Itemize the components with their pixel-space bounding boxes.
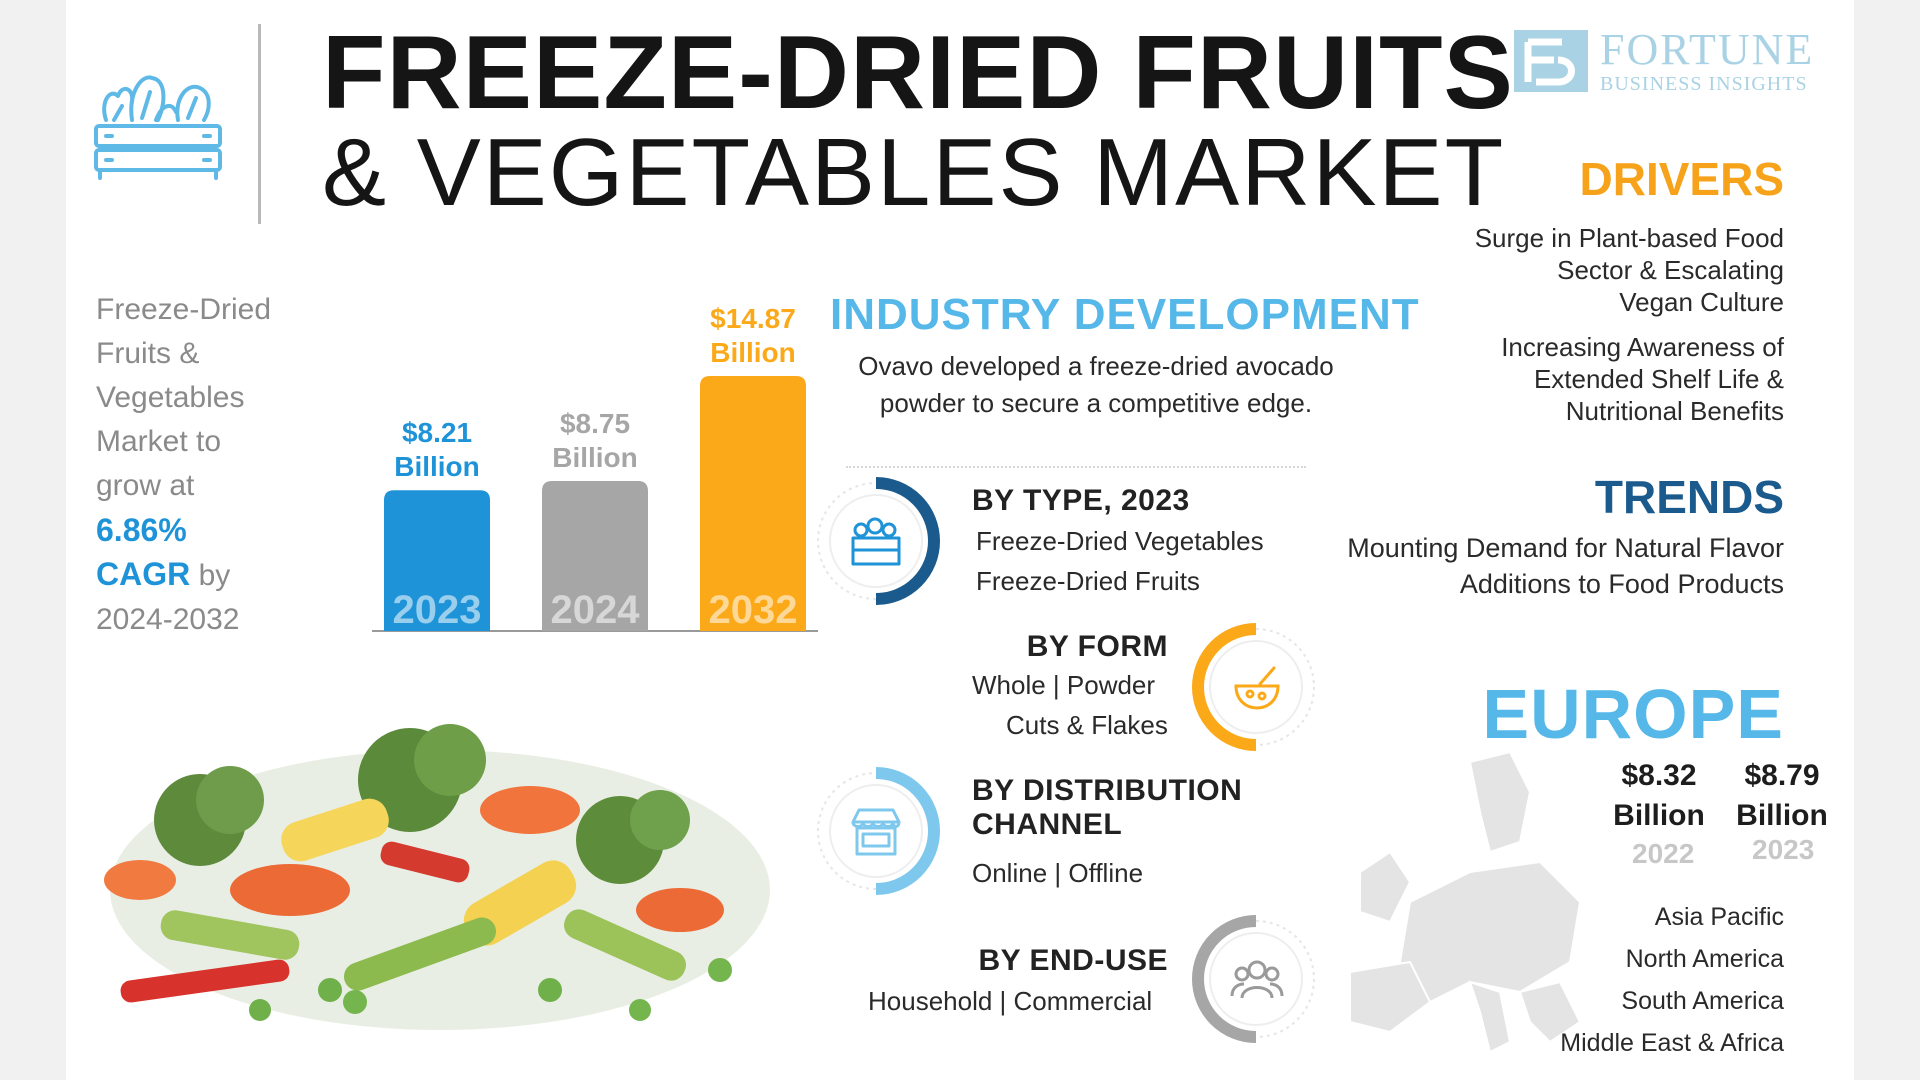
segment-distribution-heading-line: BY DISTRIBUTION [972, 774, 1243, 807]
market-text-line: Vegetables [96, 381, 245, 414]
europe-unit: Billion [1736, 799, 1828, 832]
driver-text-line: Surge in Plant-based Food [1474, 223, 1784, 253]
market-text-line: Market to [96, 425, 222, 458]
bar-value-label: $14.87 [710, 303, 796, 334]
segment-type-item: Freeze-Dried Fruits [976, 566, 1200, 596]
cagr-label: CAGR [96, 556, 191, 592]
bar-2024 [542, 480, 648, 631]
title-line-2: & VEGETABLES MARKET [322, 119, 1506, 226]
cagr-value: 6.86% [96, 512, 187, 548]
segment-ring [817, 767, 940, 895]
region-item: Asia Pacific [1654, 903, 1784, 931]
market-text-line: Freeze-Dried [96, 293, 272, 326]
europe-value-2023: $8.79 Billion [1730, 756, 1834, 836]
europe-value-2022: $8.32 Billion [1599, 756, 1719, 836]
trends-text-line: Additions to Food Products [1459, 569, 1784, 599]
crate-icon [851, 517, 901, 566]
europe-year: 2023 [1752, 834, 1815, 865]
other-regions-list: Asia Pacific North America South America… [1560, 896, 1784, 1064]
europe-map [1349, 752, 1582, 1052]
industry-development-text: Ovavo developed a freeze-dried avocado p… [826, 348, 1366, 422]
users-icon [1230, 960, 1284, 999]
market-text-line: grow at [96, 469, 195, 502]
infographic-canvas: FREEZE-DRIED FRUITS & VEGETABLES MARKET … [66, 0, 1854, 1080]
frozen-vegetables-image [104, 724, 770, 1030]
bar-value-label: $8.21 [402, 417, 472, 448]
europe-amount: $8.32 [1621, 759, 1697, 792]
bar-unit-label: Billion [394, 451, 480, 482]
bar-category-label: 2023 [393, 588, 482, 632]
fbi-logo-mark-icon [1514, 30, 1588, 92]
header-divider [258, 24, 261, 224]
driver-text-line: Vegan Culture [1619, 287, 1784, 317]
bar-unit-label: Billion [710, 337, 796, 368]
segment-type-item: Freeze-Dried Vegetables [976, 526, 1264, 556]
market-growth-text: Freeze-Dried Fruits & Vegetables Market … [96, 288, 286, 642]
region-item: South America [1621, 987, 1784, 1015]
market-text-line: Fruits & [96, 337, 200, 370]
segment-form-item: Cuts & Flakes [1006, 710, 1168, 740]
europe-heading: EUROPE [1482, 675, 1784, 753]
bar-category-label: 2032 [709, 588, 798, 632]
bar-2032 [700, 376, 806, 631]
segment-distribution-heading-line: CHANNEL [972, 808, 1123, 841]
segment-type-heading: BY TYPE, 2023 [972, 484, 1190, 517]
driver-2: Increasing Awareness of Extended Shelf L… [1501, 331, 1784, 427]
driver-text-line: Increasing Awareness of [1501, 332, 1784, 362]
driver-text-line: Nutritional Benefits [1565, 396, 1784, 426]
trends-text: Mounting Demand for Natural Flavor Addit… [1347, 530, 1784, 602]
segment-distribution-item: Online | Offline [972, 858, 1144, 888]
segment-form-heading: BY FORM [1026, 630, 1168, 663]
bar-value-label: $8.75 [560, 408, 630, 439]
trends-heading: TRENDS [1594, 471, 1784, 523]
europe-unit: Billion [1613, 799, 1705, 832]
logo-name: FORTUNE [1600, 25, 1815, 74]
bar-category-label: 2024 [551, 588, 641, 632]
cagr-period: 2024-2032 [96, 603, 240, 636]
europe-amount: $8.79 [1744, 759, 1820, 792]
driver-text-line: Extended Shelf Life & [1533, 364, 1784, 394]
driver-1: Surge in Plant-based Food Sector & Escal… [1475, 222, 1784, 318]
title-line-1: FREEZE-DRIED FRUITS [322, 15, 1514, 131]
segment-divider [846, 466, 1306, 468]
bar-unit-label: Billion [552, 442, 638, 473]
market-size-bar-chart: 2023$8.21Billion2024$8.75Billion2032$14.… [372, 303, 818, 632]
vegetable-crate-icon [94, 75, 222, 180]
bar-2023 [384, 490, 490, 631]
segment-distribution-heading: BY DISTRIBUTION CHANNEL [972, 774, 1242, 842]
logo-subtitle: BUSINESS INSIGHTS [1600, 73, 1808, 95]
cagr-by: by [198, 559, 231, 592]
store-icon [851, 808, 901, 856]
europe-year: 2022 [1632, 838, 1695, 869]
driver-text-line: Sector & Escalating [1557, 255, 1784, 285]
segment-end-use-heading: BY END-USE [978, 944, 1168, 977]
brand-logo: FORTUNE BUSINESS INSIGHTS [1514, 28, 1824, 98]
region-item: Middle East & Africa [1560, 1029, 1784, 1057]
industry-text-line: powder to secure a competitive edge. [879, 388, 1313, 418]
trends-text-line: Mounting Demand for Natural Flavor [1347, 533, 1784, 563]
region-item: North America [1625, 945, 1784, 973]
segment-end-use-item: Household | Commercial [868, 986, 1153, 1016]
industry-development-heading: INDUSTRY DEVELOPMENT [830, 290, 1420, 339]
drivers-heading: DRIVERS [1579, 153, 1784, 205]
segment-form-item: Whole | Powder [972, 670, 1156, 700]
bowl-icon [1234, 666, 1280, 710]
industry-text-line: Ovavo developed a freeze-dried avocado [858, 351, 1334, 381]
